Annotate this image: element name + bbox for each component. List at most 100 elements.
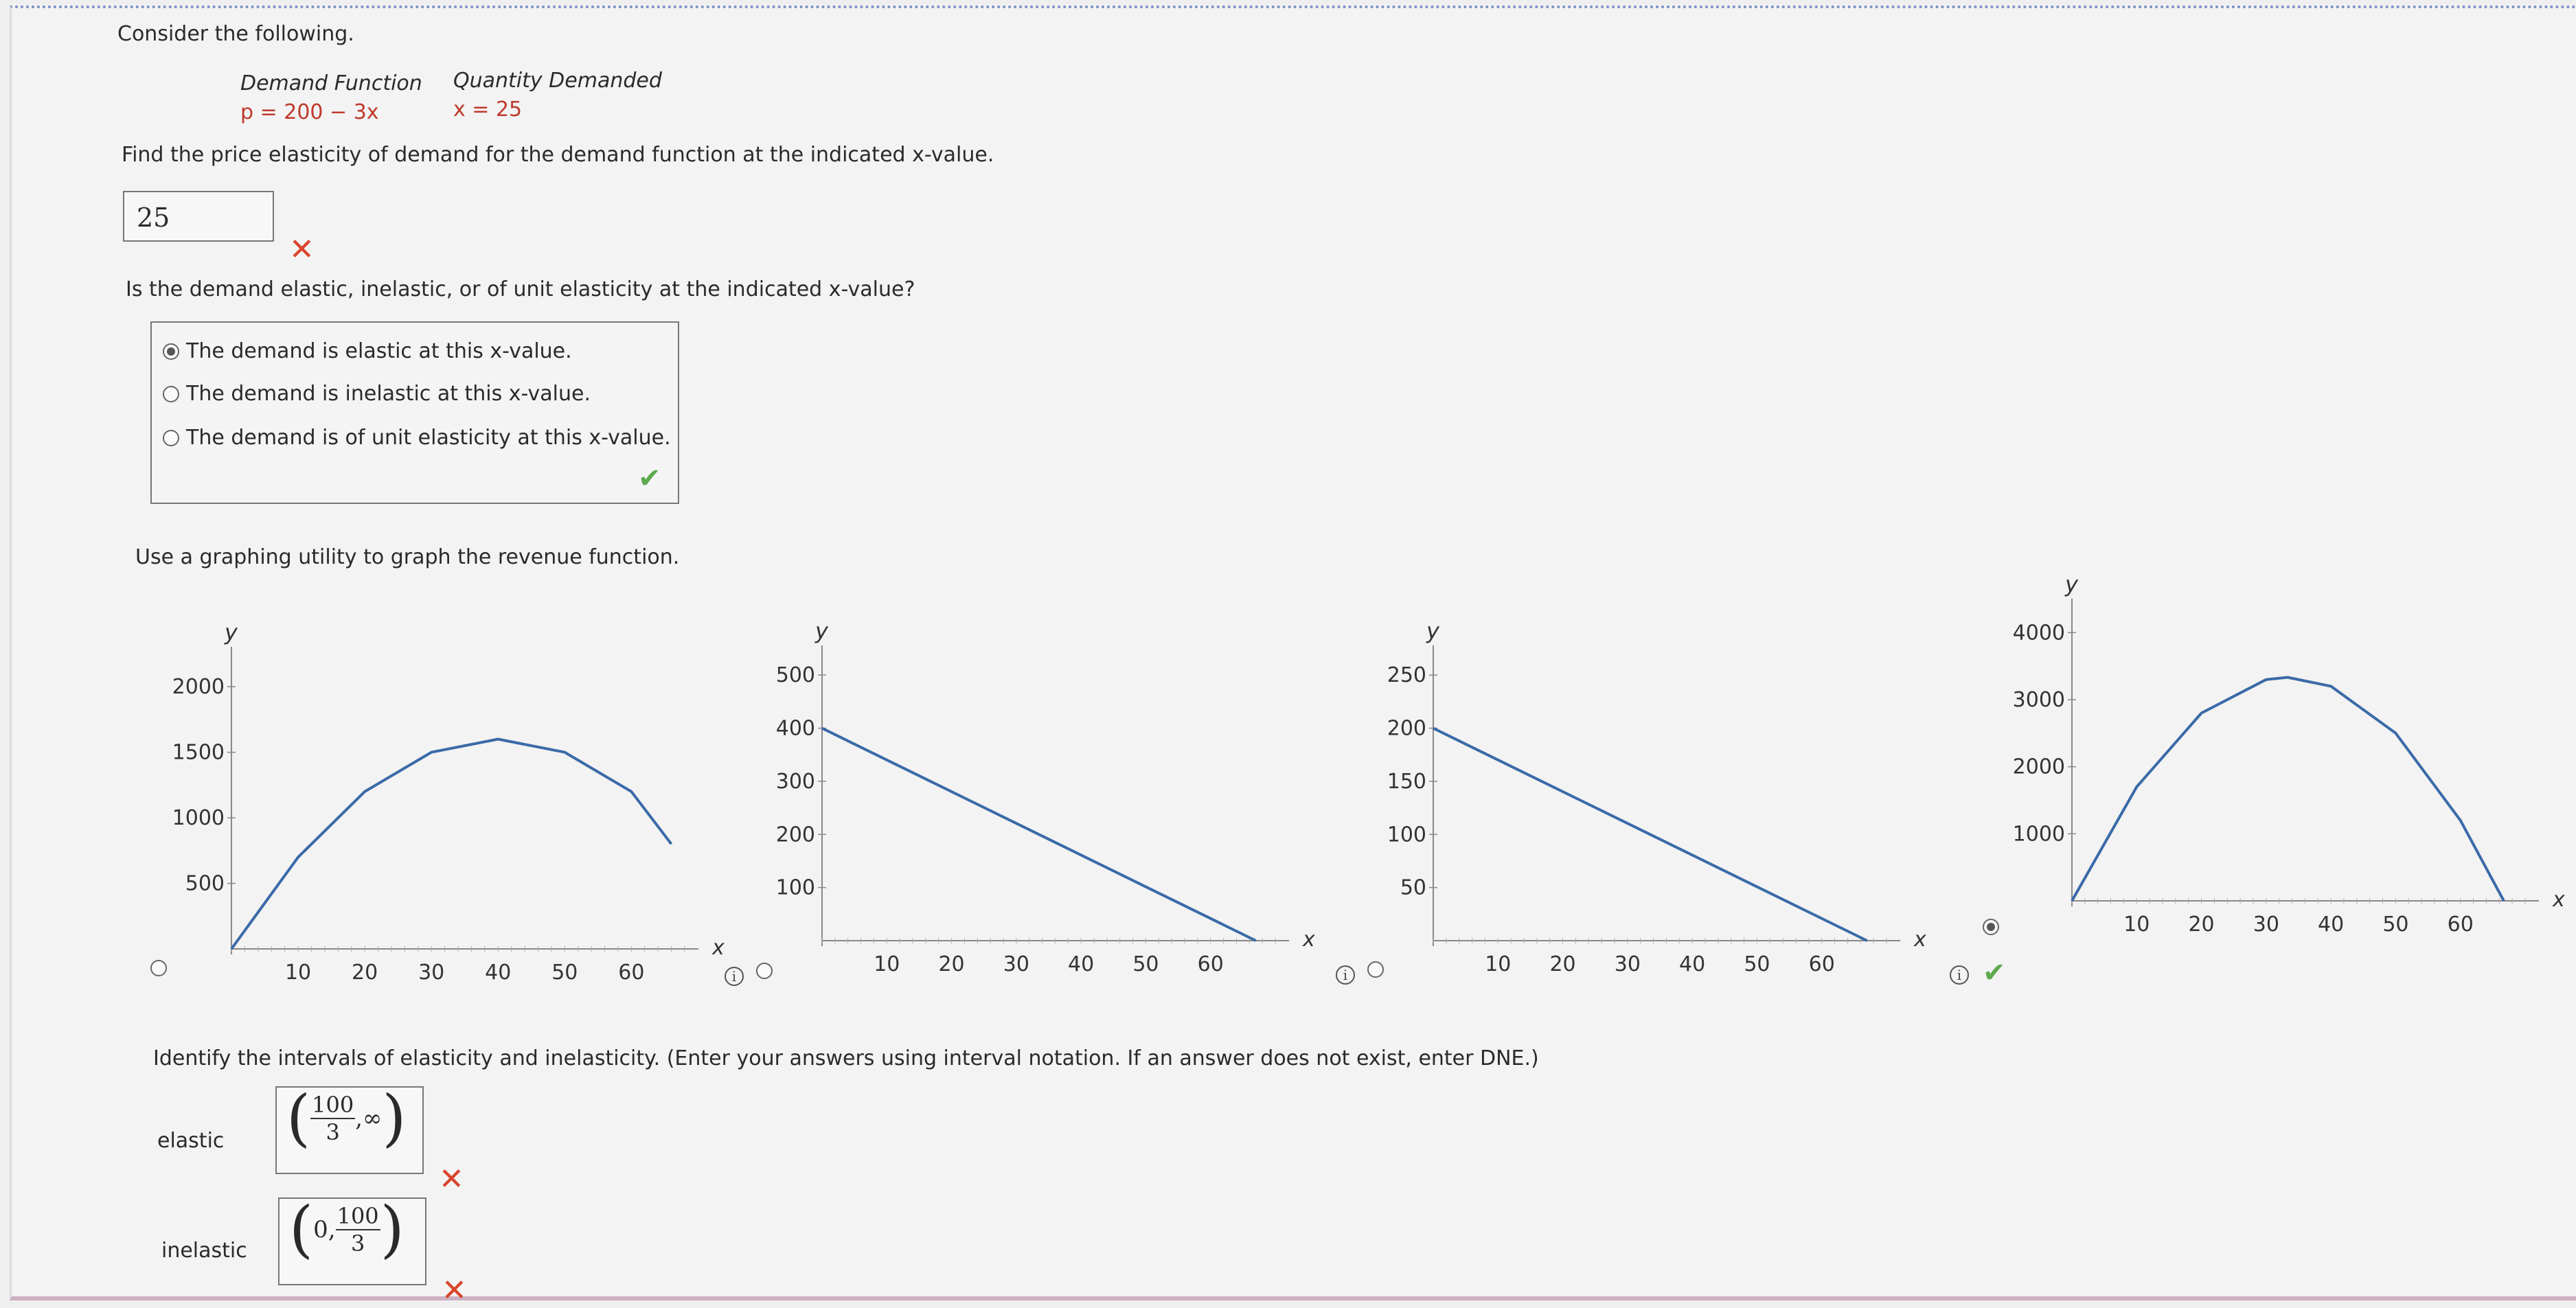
intro-text: Consider the following. <box>117 22 354 46</box>
option-elastic-label: The demand is elastic at this x-value. <box>186 339 572 363</box>
demand-function-value: p = 200 − 3x <box>240 100 379 124</box>
y-tick-label: 3000 <box>2013 688 2065 712</box>
interval-lead: 0, <box>313 1216 336 1243</box>
y-axis-label: y <box>1426 618 1440 644</box>
x-tick-label: 40 <box>485 961 511 985</box>
fraction-numerator: 100 <box>335 1203 380 1230</box>
y-axis-label: y <box>2064 571 2079 597</box>
open-paren: ( <box>289 1193 314 1265</box>
elasticity-choice-group: The demand is elastic at this x-value. T… <box>150 321 679 504</box>
x-tick-label: 10 <box>2123 913 2150 937</box>
inelastic-interval-field[interactable]: (0, 100 3) <box>278 1197 426 1285</box>
graph-radio-2[interactable] <box>756 963 773 979</box>
graph-option-2[interactable]: 10 20 30 40 50 60 100 200 300 400 500 x y <box>746 612 1351 997</box>
y-tick-label: 1500 <box>172 741 225 765</box>
x-axis-label: x <box>2552 888 2565 912</box>
series-line <box>2071 676 2505 902</box>
x-tick-label: 10 <box>1485 952 1511 976</box>
radio-elastic[interactable] <box>163 343 179 360</box>
x-tick-label: 60 <box>1198 952 1224 976</box>
y-tick-label: 200 <box>1387 717 1426 741</box>
graph-option-3[interactable]: 10 20 30 40 50 60 50 100 150 200 250 x y <box>1358 612 1962 997</box>
x-tick-label: 50 <box>2382 913 2408 937</box>
graph-prompt: Use a graphing utility to graph the reve… <box>135 545 680 569</box>
y-tick-label: 2000 <box>2013 755 2065 779</box>
x-tick-label: 20 <box>938 952 964 976</box>
info-icon[interactable]: i <box>725 967 744 986</box>
series-line <box>1433 726 1868 942</box>
x-axis-label: x <box>1302 928 1315 952</box>
correct-check-icon: ✔ <box>638 463 661 494</box>
graph-option-4[interactable]: 10 20 30 40 50 60 1000 2000 3000 4000 x y <box>1969 571 2573 956</box>
option-inelastic-label: The demand is inelastic at this x-value. <box>186 382 591 406</box>
graph-radio-3[interactable] <box>1367 961 1384 978</box>
x-tick-label: 20 <box>2188 913 2214 937</box>
x-tick-label: 10 <box>285 961 311 985</box>
graph-option-1[interactable]: 10 20 30 40 50 60 500 1000 1500 2000 x y <box>135 612 740 997</box>
incorrect-mark-icon: ✕ <box>442 1273 467 1308</box>
x-tick-label: 20 <box>1549 952 1575 976</box>
fraction-denominator: 3 <box>326 1119 340 1145</box>
info-icon[interactable]: i <box>1950 965 1969 985</box>
x-tick-label: 50 <box>551 961 578 985</box>
option-unit-label: The demand is of unit elasticity at this… <box>186 426 671 450</box>
x-tick-label: 50 <box>1744 952 1770 976</box>
graph-radio-1[interactable] <box>150 960 167 976</box>
x-axis-label: x <box>1913 928 1926 952</box>
y-tick-label: 100 <box>1387 823 1426 847</box>
x-tick-label: 50 <box>1132 952 1159 976</box>
fraction-denominator: 3 <box>350 1230 365 1257</box>
radio-inelastic[interactable] <box>163 386 179 402</box>
close-paren: ) <box>380 1193 404 1265</box>
series-line <box>230 737 673 950</box>
y-tick-label: 2000 <box>172 675 225 699</box>
y-tick-label: 400 <box>776 717 815 741</box>
elasticity-type-prompt: Is the demand elastic, inelastic, or of … <box>126 277 915 301</box>
close-paren: ) <box>382 1082 407 1154</box>
y-tick-label: 100 <box>776 876 815 900</box>
y-tick-label: 1000 <box>172 806 225 830</box>
y-tick-label: 500 <box>776 663 815 687</box>
correct-check-icon: ✔ <box>1983 957 2006 989</box>
quantity-demanded-header: Quantity Demanded <box>453 69 662 93</box>
y-tick-label: 1000 <box>2013 822 2065 846</box>
x-tick-label: 30 <box>418 961 444 985</box>
fraction: 100 3 <box>310 1092 356 1145</box>
fraction: 100 3 <box>335 1203 380 1257</box>
open-paren: ( <box>286 1082 311 1154</box>
fraction-numerator: 100 <box>310 1092 356 1119</box>
x-tick-label: 30 <box>1003 952 1029 976</box>
x-tick-label: 60 <box>2448 913 2474 937</box>
x-tick-label: 40 <box>2318 913 2344 937</box>
elastic-interval-field[interactable]: (100 3 ,∞) <box>275 1086 424 1174</box>
question-panel: Consider the following. Demand Function … <box>10 5 2576 1308</box>
x-tick-label: 30 <box>1615 952 1641 976</box>
x-tick-label: 10 <box>874 952 900 976</box>
y-axis-label: y <box>814 618 829 644</box>
x-tick-label: 40 <box>1679 952 1705 976</box>
series-line <box>821 726 1257 942</box>
elastic-label: elastic <box>157 1129 225 1153</box>
y-tick-label: 300 <box>776 770 815 794</box>
radio-unit-elasticity[interactable] <box>163 430 179 446</box>
x-tick-label: 30 <box>2253 913 2279 937</box>
y-tick-label: 250 <box>1387 663 1426 687</box>
x-axis-label: x <box>711 936 725 960</box>
x-tick-label: 60 <box>618 961 644 985</box>
incorrect-mark-icon: ✕ <box>289 232 315 267</box>
x-tick-label: 40 <box>1068 952 1094 976</box>
incorrect-mark-icon: ✕ <box>439 1162 464 1197</box>
y-tick-label: 50 <box>1400 876 1426 900</box>
intervals-prompt: Identify the intervals of elasticity and… <box>153 1046 1539 1070</box>
quantity-demanded-value: x = 25 <box>453 97 523 122</box>
elasticity-prompt: Find the price elasticity of demand for … <box>122 143 994 167</box>
elasticity-answer-field[interactable]: 25 <box>123 191 274 242</box>
info-icon[interactable]: i <box>1336 965 1355 985</box>
y-tick-label: 4000 <box>2013 621 2065 645</box>
y-tick-label: 500 <box>185 872 225 896</box>
y-axis-label: y <box>224 619 238 645</box>
graph-radio-4[interactable] <box>1983 919 1999 935</box>
interval-rest: ,∞ <box>355 1105 383 1132</box>
inelastic-label: inelastic <box>161 1239 247 1263</box>
demand-function-header: Demand Function <box>240 71 422 95</box>
